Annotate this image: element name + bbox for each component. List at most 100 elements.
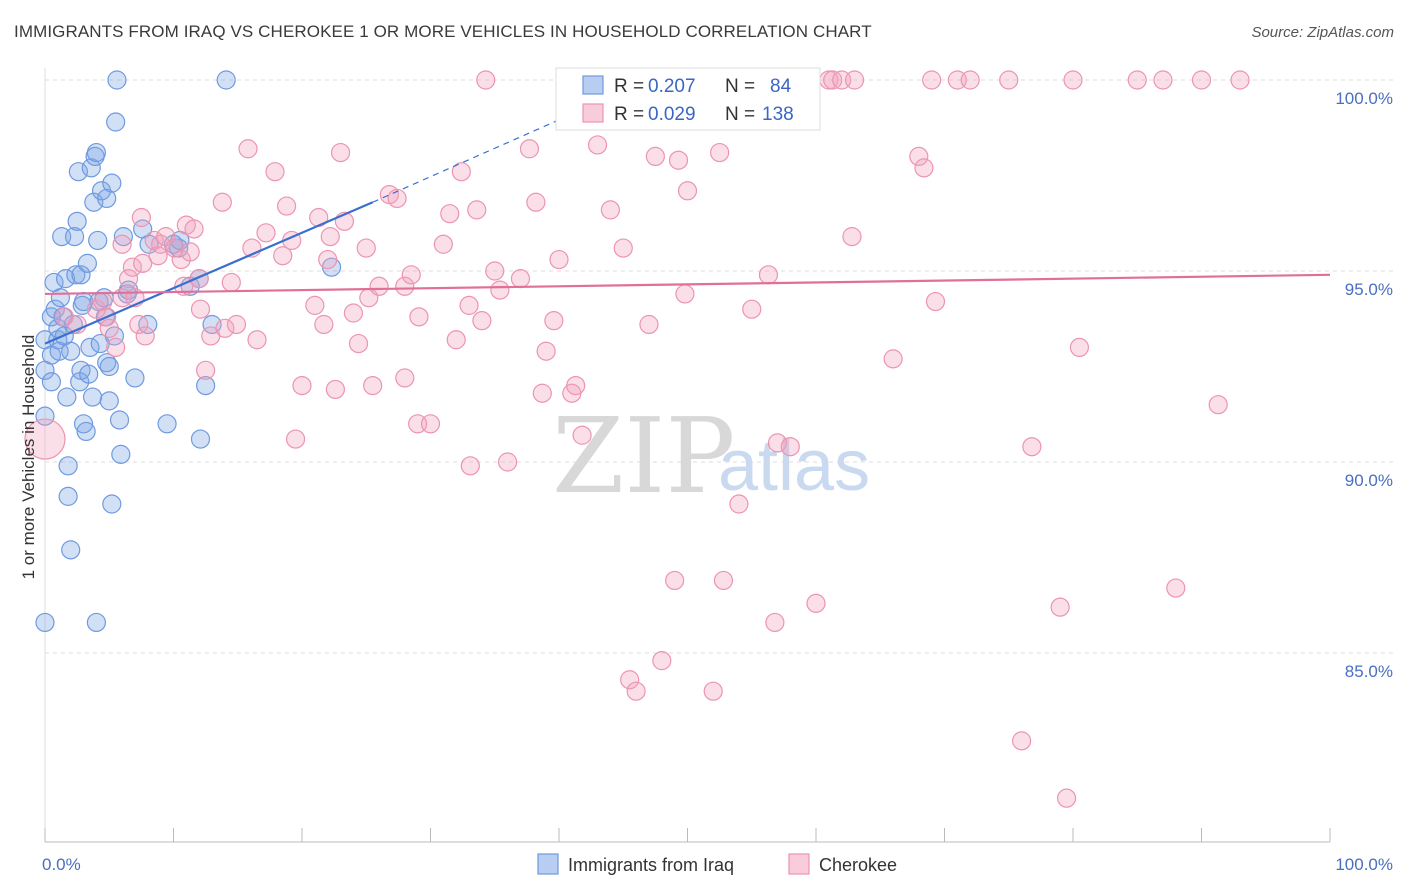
y-tick-labels: 100.0% 95.0% 90.0% 85.0% [1335, 89, 1393, 681]
iraq-point-20 [61, 341, 81, 361]
cherokee-point-3 [86, 299, 107, 319]
cherokee-point-72 [460, 456, 480, 476]
cherokee-point-107 [742, 299, 762, 319]
cherokee-point-75 [476, 70, 496, 90]
x-tick-label-start: 0.0% [42, 855, 81, 874]
cherokee-point-128 [1022, 437, 1042, 457]
cherokee-point-110 [765, 612, 785, 633]
cherokee-point-60 [387, 188, 407, 209]
iraq-point-74 [196, 376, 216, 396]
iraq-point-36 [80, 337, 100, 357]
trend-lines [44, 90, 1331, 345]
chart-title: IMMIGRANTS FROM IRAQ VS CHEROKEE 1 OR MO… [14, 22, 872, 41]
iraq-point-29 [71, 265, 91, 285]
cherokee-point-76 [485, 261, 505, 281]
cherokee-point-28 [190, 299, 211, 319]
iraq-point-12 [50, 288, 71, 308]
cherokee-point-134 [1153, 70, 1173, 90]
cherokee-point-51 [330, 142, 351, 163]
series-legend: Immigrants from Iraq Cherokee [537, 853, 897, 875]
cherokee-point-66 [420, 414, 441, 434]
cherokee-point-131 [1063, 70, 1083, 90]
cherokee-point-125 [960, 70, 980, 90]
cherokee-point-100 [677, 181, 698, 201]
cherokee-point-121 [914, 158, 934, 178]
cherokee-point-135 [1166, 578, 1186, 598]
cherokee-point-71 [459, 295, 479, 315]
stats-legend: R = 0.207 N = 84 R = 0.029 N = 138 [555, 67, 821, 131]
iraq-point-32 [73, 414, 94, 434]
iraq-point-11 [49, 341, 69, 361]
cherokee-point-0 [24, 418, 66, 460]
cherokee-point-49 [320, 227, 340, 247]
y-axis-title: 1 or more Vehicles in Household [19, 335, 38, 580]
cherokee-point-122 [922, 70, 942, 90]
cherokee-point-63 [401, 265, 421, 285]
iraq-point-58 [109, 410, 130, 430]
source-credit: Source: ZipAtlas.com [1251, 24, 1394, 41]
iraq-point-39 [84, 192, 104, 212]
y-tick-label-0: 100.0% [1335, 89, 1393, 108]
cherokee-point-25 [180, 242, 200, 262]
cherokee-point-84 [544, 311, 564, 331]
cherokee-point-48 [318, 249, 338, 270]
iraq-point-59 [111, 444, 131, 464]
y-tick-label-1: 95.0% [1345, 280, 1393, 299]
cherokee-point-47 [314, 314, 334, 335]
cherokee-point-45 [305, 295, 325, 315]
axes [44, 68, 1331, 843]
cherokee-point-88 [572, 425, 592, 445]
cherokee-point-31 [212, 192, 232, 212]
cherokee-point-35 [238, 139, 258, 159]
iraq-point-42 [86, 612, 107, 633]
cherokee-point-123 [925, 291, 946, 312]
cherokee-point-6 [99, 318, 119, 338]
cherokee-point-29 [196, 360, 216, 380]
cherokee-point-113 [806, 593, 826, 613]
iraq-point-26 [68, 162, 89, 182]
cherokee-point-26 [184, 219, 204, 239]
cherokee-point-65 [409, 307, 429, 327]
cherokee-point-97 [665, 570, 685, 591]
iraq-point-21 [61, 540, 81, 560]
iraq-point-23 [64, 227, 85, 247]
bottom-legend-swatch-cherokee [788, 853, 810, 875]
bottom-legend-label-cherokee: Cherokee [819, 855, 897, 875]
cherokee-point-69 [446, 330, 466, 350]
iraq-point-2 [35, 406, 55, 426]
cherokee-point-117 [842, 227, 862, 247]
cherokee-point-32 [215, 318, 235, 338]
iraq-point-3 [35, 612, 55, 633]
cherokee-point-127 [1011, 731, 1032, 751]
legend-r-value-cherokee: 0.029 [648, 104, 696, 125]
cherokee-point-91 [613, 238, 633, 258]
cherokee-point-94 [639, 314, 659, 335]
iraq-point-56 [106, 112, 126, 132]
iraq-point-34 [77, 253, 98, 273]
cherokee-point-80 [519, 139, 540, 159]
iraq-point-60 [113, 227, 133, 247]
cherokee-point-16 [135, 326, 155, 346]
cherokee-point-96 [652, 651, 672, 671]
cherokee-point-7 [106, 337, 126, 357]
cherokee-point-14 [131, 207, 151, 228]
cherokee-point-53 [343, 303, 363, 323]
bottom-legend-swatch-iraq [537, 853, 559, 875]
cherokee-point-130 [1056, 788, 1077, 808]
cherokee-point-9 [112, 234, 132, 254]
iraq-point-53 [102, 173, 122, 193]
cherokee-point-112 [780, 437, 800, 457]
iraq-point-6 [41, 372, 62, 392]
legend-swatch-cherokee [582, 103, 604, 123]
cherokee-point-103 [710, 142, 730, 163]
cherokee-point-82 [532, 383, 552, 403]
iraq-point-54 [102, 494, 122, 514]
legend-n-value-cherokee: 138 [762, 104, 794, 125]
cherokee-point-18 [148, 246, 168, 266]
legend-r-label-cherokee: R = [614, 104, 644, 125]
cherokee-point-119 [883, 349, 903, 369]
iraq-point-25 [67, 211, 87, 231]
watermark-atlas: atlas [718, 426, 870, 506]
legend-n-label-cherokee: N = [725, 104, 755, 125]
watermark-zip: ZIP [552, 395, 735, 517]
